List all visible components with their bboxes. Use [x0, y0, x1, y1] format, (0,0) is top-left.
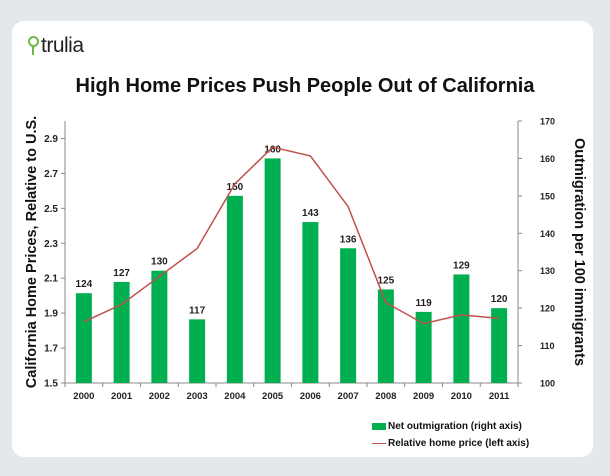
bar-data-label: 127	[113, 268, 130, 279]
left-tick-label: 2.1	[44, 274, 58, 285]
left-tick-label: 2.9	[44, 134, 58, 145]
left-tick-label: 1.5	[44, 379, 58, 390]
right-tick-label: 130	[540, 266, 555, 276]
left-tick-label: 2.7	[44, 169, 58, 180]
right-tick-label: 160	[540, 154, 555, 164]
left-tick-label: 1.7	[44, 344, 58, 355]
bar-data-label: 150	[227, 182, 244, 193]
x-tick-label: 2004	[224, 391, 246, 402]
bar-data-label: 124	[76, 279, 93, 290]
legend-swatch-line	[372, 442, 386, 445]
bar-data-label: 119	[416, 298, 433, 309]
x-tick-label: 2001	[111, 391, 133, 402]
logo-text: trulia	[41, 34, 84, 57]
bar-data-label: 120	[491, 294, 508, 305]
legend-item-line: Relative home price (left axis)	[372, 435, 529, 452]
right-tick-label: 170	[540, 117, 555, 127]
x-tick-label: 2010	[451, 391, 472, 402]
legend-item-bars: Net outmigration (right axis)	[372, 418, 529, 435]
right-tick-label: 140	[540, 229, 555, 239]
bar-data-label: 130	[151, 257, 168, 268]
bar-data-label: 136	[340, 234, 357, 245]
chart-title: High Home Prices Push People Out of Cali…	[75, 75, 535, 97]
x-tick-label: 2000	[73, 391, 94, 402]
x-tick-label: 2008	[375, 391, 396, 402]
x-tick-label: 2003	[187, 391, 208, 402]
bar-data-label: 117	[189, 305, 206, 316]
bar	[340, 248, 357, 383]
bar-data-label: 143	[302, 208, 319, 219]
bar	[453, 274, 470, 383]
bar	[75, 293, 92, 383]
map-pin-icon	[28, 35, 39, 55]
left-tick-label: 2.3	[44, 239, 58, 250]
right-axis-title: Outmigration per 100 immigrants	[571, 138, 587, 366]
x-tick-label: 2007	[338, 391, 359, 402]
right-tick-label: 120	[540, 304, 555, 314]
bar	[264, 158, 281, 383]
bar-data-label: 125	[378, 275, 395, 286]
bar-data-label: 160	[264, 144, 281, 155]
x-tick-label: 2009	[413, 391, 434, 402]
bar	[189, 319, 206, 383]
legend-swatch-bar	[372, 423, 386, 430]
right-tick-label: 150	[540, 191, 555, 201]
x-tick-label: 2005	[262, 391, 284, 402]
legend: Net outmigration (right axis) Relative h…	[372, 418, 529, 452]
legend-label: Net outmigration (right axis)	[388, 421, 522, 432]
legend-label: Relative home price (left axis)	[388, 438, 530, 449]
x-tick-label: 2011	[489, 391, 510, 402]
left-tick-label: 2.5	[44, 204, 58, 215]
bar	[491, 308, 508, 383]
price-line	[83, 146, 500, 325]
right-tick-label: 110	[540, 341, 555, 351]
bar	[151, 270, 168, 383]
bar	[226, 195, 243, 383]
right-tick-label: 100	[540, 379, 555, 389]
bar	[302, 222, 319, 383]
bar	[113, 281, 130, 383]
bar	[415, 311, 432, 383]
x-tick-label: 2006	[300, 391, 321, 402]
x-tick-label: 2002	[149, 391, 170, 402]
left-axis-title: California Home Prices, Relative to U.S.	[24, 116, 40, 388]
trulia-logo: trulia	[28, 34, 84, 58]
left-tick-label: 1.9	[44, 309, 58, 320]
bar	[377, 289, 394, 383]
bar-data-label: 129	[453, 260, 470, 271]
